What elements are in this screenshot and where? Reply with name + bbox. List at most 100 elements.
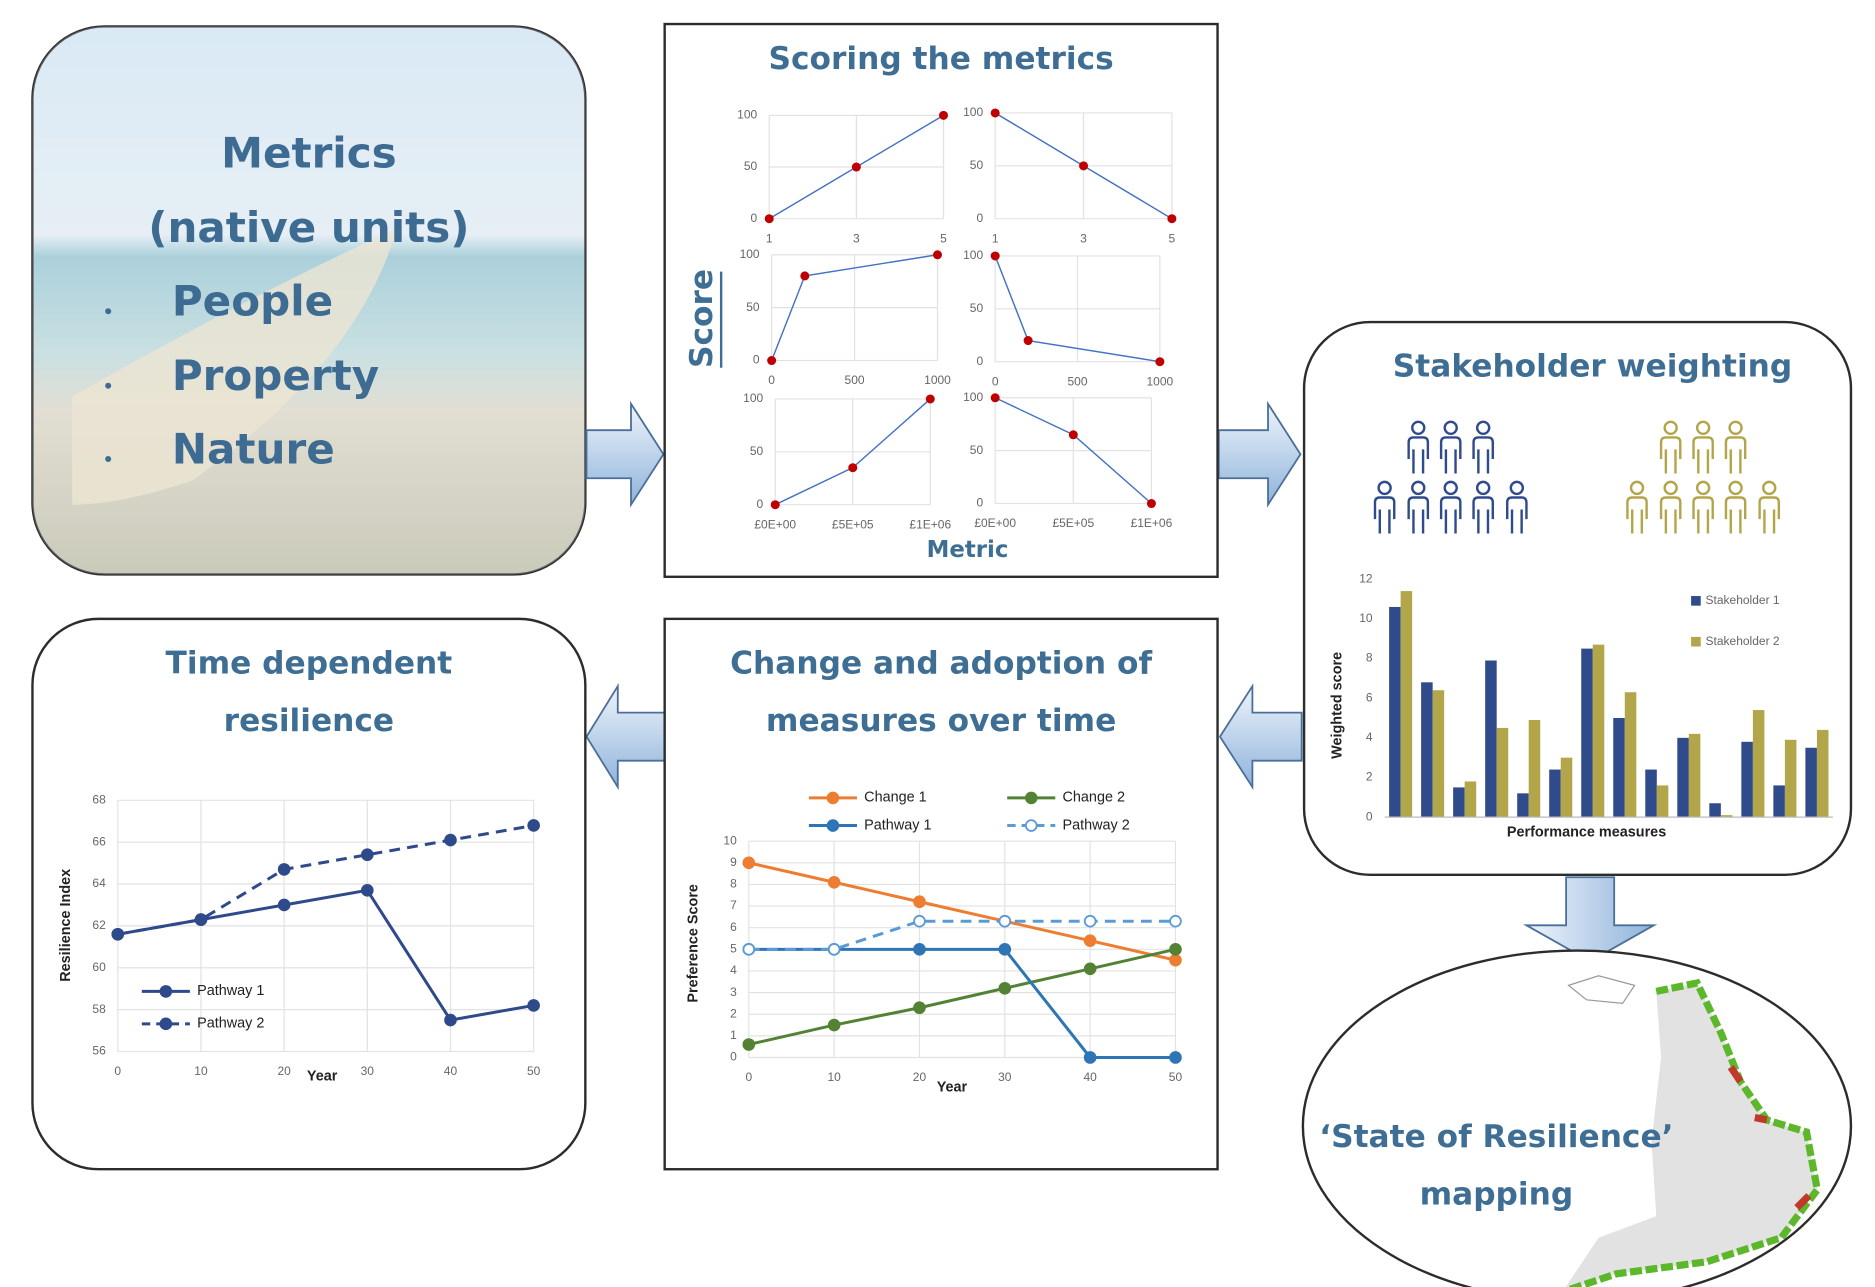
x-tick-label: 1 [766,231,773,245]
bar [1581,648,1593,818]
data-point [851,162,861,172]
data-point [913,943,926,956]
x-tick-label: £5E+05 [1052,516,1094,530]
y-tick-label: 0 [753,353,760,367]
person-head [1509,480,1525,496]
y-tick-label: 4 [1366,730,1373,744]
coast [1561,978,1822,1287]
bar [1645,769,1657,818]
legend-marker [159,985,173,998]
y-axis-label: Resilience Index [58,869,74,982]
data-point [277,898,291,912]
series-line [748,947,1176,1046]
person-body [1659,436,1682,474]
data-point [913,914,926,928]
person-body [1724,436,1747,474]
y-tick-label: 58 [92,1002,106,1016]
data-point [1079,161,1089,171]
person-head [1663,480,1678,496]
person-head [1762,480,1777,496]
bar [1549,769,1561,818]
person-head [1475,480,1491,496]
y-tick-label: 0 [757,497,764,511]
bar [1496,727,1509,818]
bar [1816,729,1829,818]
y-tick-label: 66 [92,834,106,848]
person-body [1373,496,1396,534]
x-axis-label: Performance measures [1507,825,1666,841]
y-tick-label: 1 [730,1028,737,1042]
x-tick-label: 0 [114,1064,121,1078]
y-tick-label: 50 [744,159,758,173]
data-point [1169,1051,1182,1064]
y-tick-label: 62 [92,918,106,932]
x-tick-label: 500 [845,373,865,387]
data-point [767,355,777,366]
y-tick-label: 60 [92,960,106,974]
person-body [1692,436,1714,474]
arrow-down [1523,876,1658,963]
x-tick-label: 0 [992,374,999,388]
data-point [742,1038,756,1051]
legend-label: Pathway 2 [197,1016,264,1032]
data-point [1155,357,1165,367]
metric-label: Metric [927,537,1009,563]
x-tick-label: 40 [1083,1070,1097,1084]
x-tick-label: 1000 [924,373,951,387]
series-line [748,919,1176,951]
arrow-right [1217,400,1302,508]
y-tick-label: 3 [730,985,737,999]
bar [1773,785,1785,818]
person-head [1629,480,1645,496]
bar [1677,737,1689,818]
y-tick-label: 7 [730,898,737,912]
x-tick-label: 40 [444,1064,458,1078]
x-tick-label: 10 [194,1064,208,1078]
mapping-title: ‘State of Resilience’ [1319,1119,1673,1155]
legend-label: Pathway 1 [864,817,931,833]
person-body [1692,496,1714,534]
x-tick-label: 30 [361,1064,375,1078]
score-label: Score [684,269,720,368]
arrow-left [585,682,666,791]
data-point [742,856,756,870]
legend-label: Stakeholder 1 [1706,593,1780,607]
y-tick-label: 0 [976,354,983,368]
bar [1784,739,1797,818]
series-line [117,888,534,1022]
person-body [1407,496,1430,534]
y-tick-label: 5 [730,942,737,956]
y-tick-label: 8 [730,877,737,891]
data-point [827,875,841,889]
bar [1389,606,1401,818]
data-point [1167,214,1177,224]
legend-swatch [1691,596,1701,606]
y-tick-label: 8 [1366,651,1373,665]
legend-label: Pathway 2 [1062,817,1129,833]
x-tick-label: 20 [277,1064,291,1078]
x-tick-label: 20 [913,1070,927,1084]
y-axis-label: Preference Score [685,884,701,1003]
data-point [990,393,1000,403]
time-panel [31,617,587,1171]
data-point [1169,943,1182,956]
scoring-title: Scoring the metrics [769,41,1114,77]
metrics-title: Metrics [221,129,397,178]
bar [1624,692,1637,818]
data-point [360,848,374,862]
data-point [932,250,943,260]
data-point [913,895,926,909]
data-point [1083,962,1097,976]
y-tick-label: 100 [743,391,763,405]
data-point [770,500,780,510]
bar [1400,591,1413,818]
person-body [1724,496,1747,534]
data-point [742,943,756,956]
series-line [117,823,534,936]
person-head [1695,480,1711,496]
change-panel [663,617,1219,1171]
data-point [1169,914,1182,928]
x-tick-label: 0 [745,1070,752,1084]
y-axis-label: Weighted score [1330,652,1346,759]
data-point [827,943,841,956]
